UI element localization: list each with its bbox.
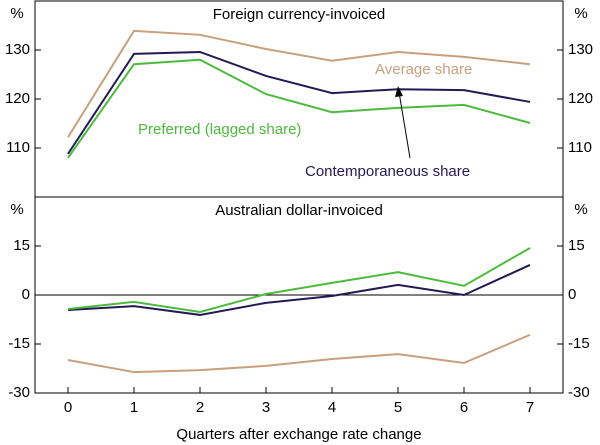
panel-frame (34, 0, 564, 198)
y-tick-label: 120 (5, 90, 30, 107)
unit-label: % (574, 5, 587, 22)
y-tick-label: -15 (8, 335, 30, 352)
y-tick-label: 0 (22, 286, 30, 303)
unit-label: % (574, 201, 587, 218)
y-tick-label: 15 (13, 237, 30, 254)
x-tick-label: 7 (526, 399, 534, 416)
x-tick-label: 5 (394, 399, 402, 416)
unit-label: % (10, 201, 23, 218)
y-tick-label: -30 (8, 384, 30, 401)
x-tick-label: 0 (64, 399, 72, 416)
x-tick-label: 2 (196, 399, 204, 416)
series-line (67, 50, 531, 155)
y-tick-label: 130 (568, 41, 593, 58)
series-label: Preferred (lagged share) (138, 121, 301, 138)
series-line (67, 247, 531, 314)
y-tick-label: -30 (568, 384, 590, 401)
series-label: Average share (375, 61, 472, 78)
y-tick-label: 120 (568, 90, 593, 107)
y-tick-label: 0 (568, 286, 576, 303)
y-tick-label: 15 (568, 237, 585, 254)
annotation-arrow (398, 91, 411, 159)
y-tick-label: -15 (568, 335, 590, 352)
x-tick-label: 1 (130, 399, 138, 416)
series-line (67, 333, 531, 374)
y-tick-label: 110 (6, 139, 30, 156)
y-tick-label: 110 (568, 139, 592, 156)
panel-title: Foreign currency-invoiced (213, 6, 386, 23)
panel-title: Australian dollar-invoiced (215, 202, 383, 219)
x-tick-label: 3 (262, 399, 270, 416)
y-tick-label: 130 (5, 41, 30, 58)
series-line (67, 58, 531, 159)
x-tick-label: 6 (460, 399, 468, 416)
x-tick-label: 4 (328, 399, 336, 416)
x-axis-label: Quarters after exchange rate change (176, 426, 421, 443)
annotation-arrowhead (395, 86, 403, 97)
series-line (67, 29, 531, 138)
series-line (67, 264, 531, 316)
unit-label: % (10, 5, 23, 22)
series-label: Contemporaneous share (305, 163, 470, 180)
